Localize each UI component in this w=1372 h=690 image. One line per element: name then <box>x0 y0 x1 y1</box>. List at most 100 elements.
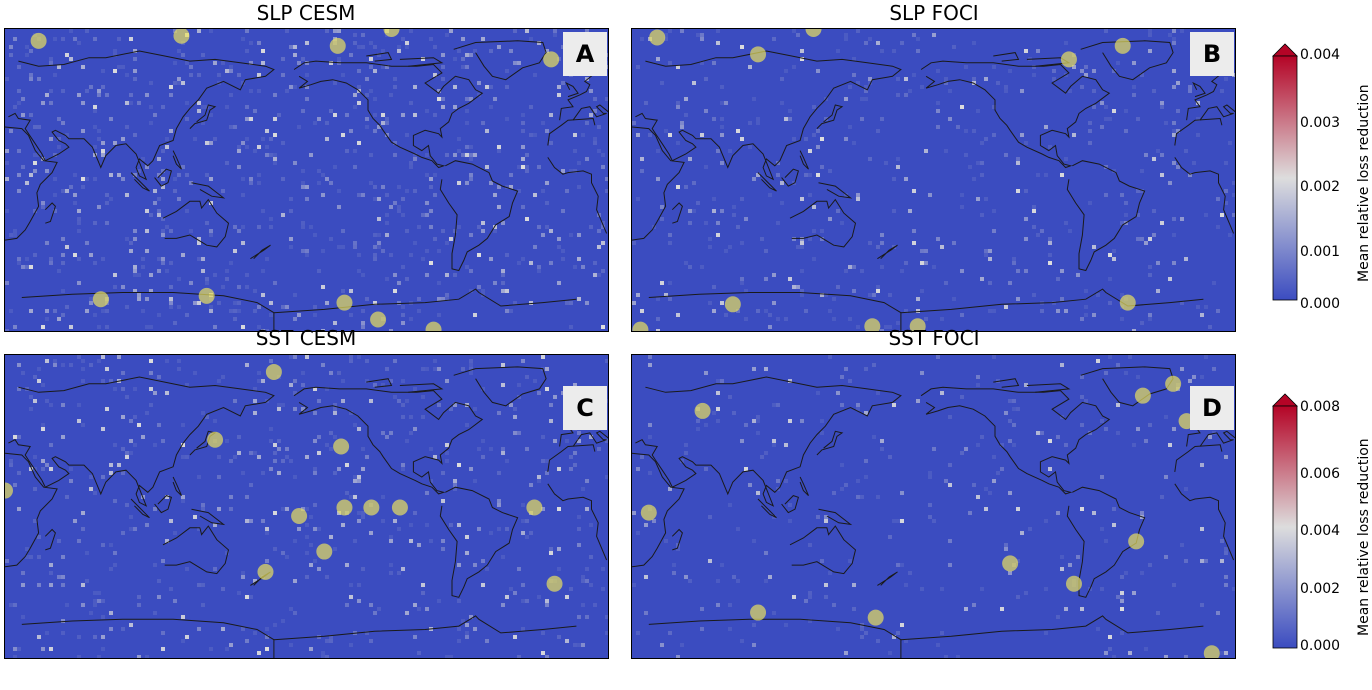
heatmap-cell <box>185 635 189 639</box>
heatmap-cell <box>437 297 441 301</box>
heatmap-cell <box>365 93 369 97</box>
heatmap-cell <box>425 249 429 253</box>
heatmap-cell <box>257 173 261 177</box>
heatmap-cell <box>73 193 77 197</box>
heatmap-cell <box>1120 631 1124 635</box>
heatmap-cell <box>1064 157 1068 161</box>
heatmap-cell <box>313 503 317 507</box>
heatmap-cell <box>521 503 525 507</box>
heatmap-cell <box>752 623 756 627</box>
heatmap-cell <box>812 229 816 233</box>
heatmap-cell <box>445 443 449 447</box>
panel-label-a: A <box>563 32 607 76</box>
heatmap-cell <box>93 37 97 41</box>
heatmap-cell <box>1080 69 1084 73</box>
heatmap-cell <box>373 611 377 615</box>
heatmap-cell <box>341 73 345 77</box>
coastline <box>162 525 230 575</box>
heatmap-cell <box>752 177 756 181</box>
heatmap-cell <box>808 619 812 623</box>
heatmap-cell <box>541 121 545 125</box>
coastline <box>154 495 173 514</box>
heatmap-cell <box>137 293 141 297</box>
heatmap-cell <box>389 93 393 97</box>
heatmap-cell <box>1048 261 1052 265</box>
heatmap-cell <box>1108 277 1112 281</box>
heatmap-cell <box>684 261 688 265</box>
heatmap-cell <box>441 499 445 503</box>
heatmap-cell <box>333 165 337 169</box>
heatmap-cell <box>93 635 97 639</box>
heatmap-cell <box>453 153 457 157</box>
heatmap-cell <box>892 177 896 181</box>
heatmap-cell <box>1164 555 1168 559</box>
heatmap-cell <box>768 575 772 579</box>
heatmap-cell <box>1092 89 1096 93</box>
heatmap-cell <box>1172 217 1176 221</box>
heatmap-cell <box>505 289 509 293</box>
heatmap-cell <box>229 125 233 129</box>
heatmap-cell <box>169 229 173 233</box>
heatmap-cell <box>1204 355 1208 359</box>
heatmap-cell <box>764 277 768 281</box>
heatmap-cell <box>465 97 469 101</box>
heatmap-cell <box>37 77 41 81</box>
heatmap-cell <box>800 269 804 273</box>
heatmap-cell <box>844 37 848 41</box>
heatmap-cell <box>281 141 285 145</box>
coastline <box>635 376 902 507</box>
heatmap-cell <box>493 193 497 197</box>
heatmap-cell <box>1160 221 1164 225</box>
heatmap-cell <box>820 293 824 297</box>
heatmap-cell <box>668 29 672 33</box>
heatmap-cell <box>305 507 309 511</box>
heatmap-cell <box>93 261 97 265</box>
heatmap-cell <box>141 265 145 269</box>
heatmap-cell <box>1032 73 1036 77</box>
heatmap-cell <box>357 583 361 587</box>
heatmap-cell <box>581 579 585 583</box>
heatmap-cell <box>161 257 165 261</box>
heatmap-cell <box>557 635 561 639</box>
heatmap-cell <box>812 257 816 261</box>
heatmap-cell <box>1224 455 1228 459</box>
heatmap-cell <box>1096 293 1100 297</box>
heatmap-cell <box>389 329 393 331</box>
heatmap-cell <box>365 359 369 363</box>
heatmap-cell <box>49 101 53 105</box>
heatmap-cell <box>553 439 557 443</box>
heatmap-cell <box>1104 117 1108 121</box>
heatmap-cell <box>1032 205 1036 209</box>
coastline <box>757 498 777 519</box>
heatmap-cell <box>61 403 65 407</box>
heatmap-cell <box>429 37 433 41</box>
heatmap-cell <box>1004 89 1008 93</box>
heatmap-cell <box>644 611 648 615</box>
heatmap-cell <box>1100 419 1104 423</box>
heatmap-cell <box>541 435 545 439</box>
heatmap-cell <box>361 511 365 515</box>
heatmap-cell <box>1084 305 1088 309</box>
heatmap-cell <box>257 455 261 459</box>
heatmap-cell <box>113 69 117 73</box>
heatmap-cell <box>1016 595 1020 599</box>
heatmap-cell <box>1100 527 1104 531</box>
colorbar-bottom: 0.008 0.006 0.004 0.002 0.000 Mean relat… <box>1262 392 1372 662</box>
heatmap-cell <box>89 487 93 491</box>
heatmap-cell <box>425 367 429 371</box>
heatmap-cell <box>764 367 768 371</box>
heatmap-cell <box>1120 317 1124 321</box>
heatmap-cell <box>353 495 357 499</box>
heatmap-cell <box>988 309 992 313</box>
coastline <box>1080 366 1174 407</box>
heatmap-cell <box>860 97 864 101</box>
heatmap-cell <box>81 583 85 587</box>
heatmap-cell <box>553 395 557 399</box>
heatmap-cell <box>864 411 868 415</box>
heatmap-cell <box>325 121 329 125</box>
heatmap-cell <box>1224 651 1228 655</box>
heatmap-background <box>5 355 608 658</box>
heatmap-cell <box>409 415 413 419</box>
heatmap-cell <box>964 153 968 157</box>
heatmap-cell <box>688 209 692 213</box>
